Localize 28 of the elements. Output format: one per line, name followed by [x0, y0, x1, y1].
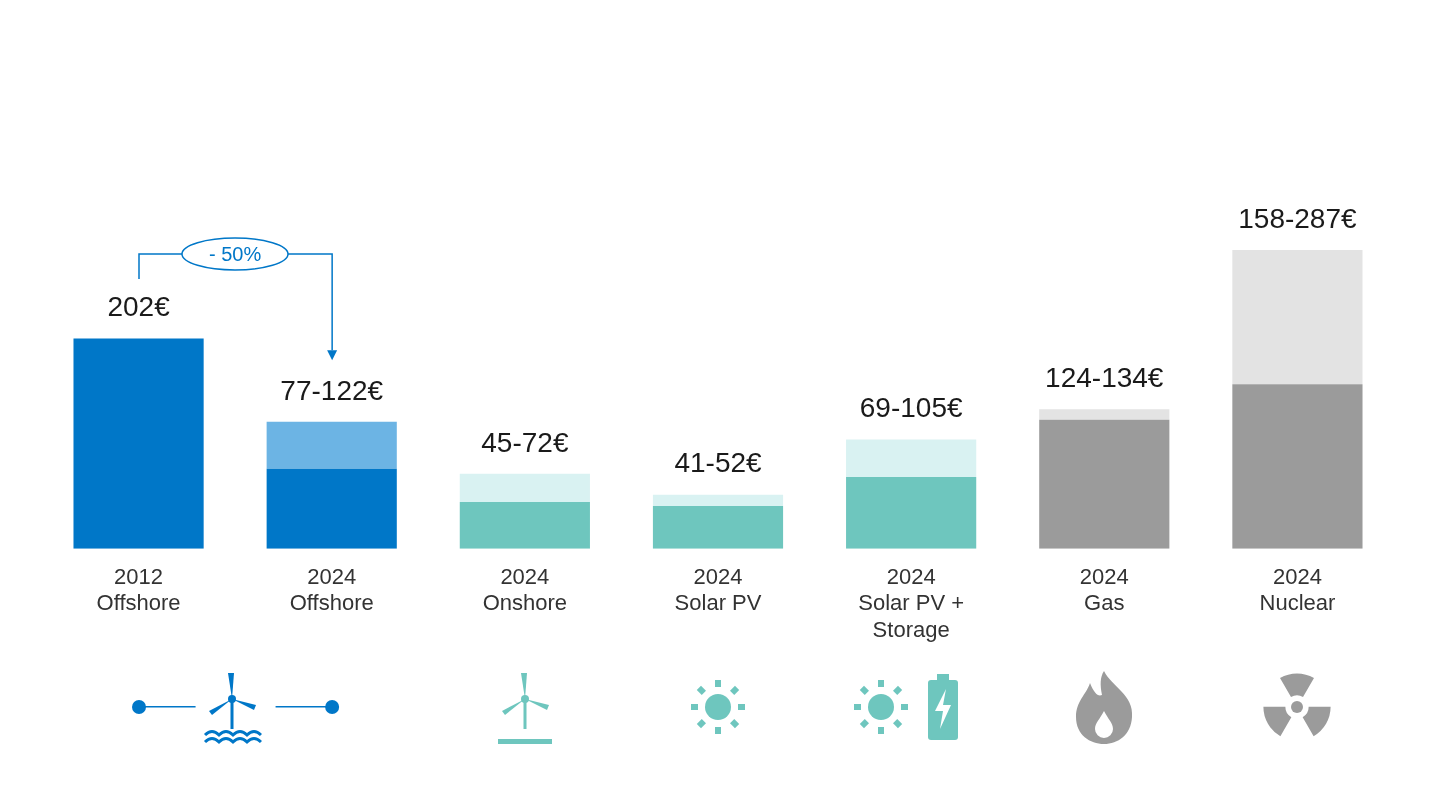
data-label: 202€ — [107, 291, 171, 323]
x-tick-label: 2024 Nuclear — [1259, 564, 1336, 616]
bar — [846, 476, 977, 549]
bar — [266, 421, 397, 469]
data-label: 69-105€ — [859, 392, 963, 424]
x-tick-label: 2024 Offshore — [289, 564, 374, 616]
bar — [1039, 419, 1170, 549]
data-label: 77-122€ — [280, 374, 384, 406]
annotation: - 50% — [208, 242, 263, 267]
bar — [266, 468, 397, 549]
bar — [1232, 250, 1363, 385]
bar — [73, 338, 204, 549]
bar — [652, 506, 784, 549]
data-label: 45-72€ — [481, 426, 569, 458]
bar — [1039, 409, 1170, 420]
x-tick-label: 2024 Gas — [1079, 564, 1129, 616]
x-tick-label: 2024 Onshore — [482, 564, 568, 616]
x-tick-label: 2024 Solar PV — [674, 564, 762, 616]
bar — [846, 439, 977, 477]
data-label: 41-52€ — [674, 447, 763, 479]
x-tick-label: 2024 Solar PV + Storage — [858, 564, 965, 642]
bar — [652, 494, 784, 507]
data-label: 158-287€ — [1238, 202, 1358, 234]
data-label: 124-134€ — [1045, 362, 1164, 394]
bar — [459, 473, 590, 502]
bar — [459, 501, 590, 549]
x-tick-label: 2012 Offshore — [96, 564, 181, 616]
bar — [1232, 384, 1363, 549]
